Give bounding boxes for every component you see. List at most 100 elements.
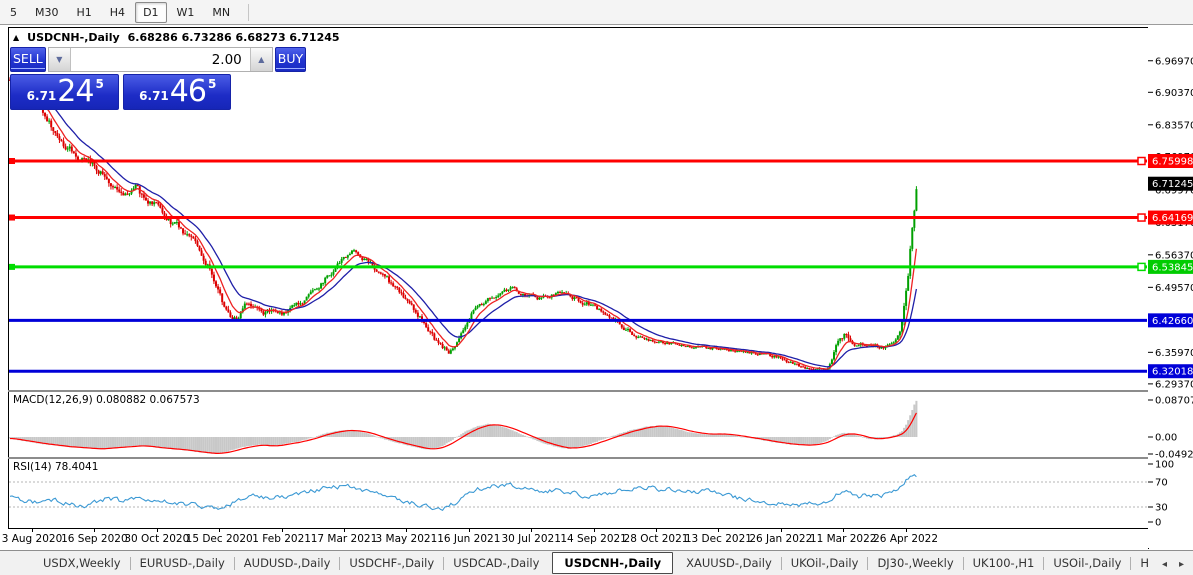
buy-price-big-digits: 46 <box>169 74 207 109</box>
line-price-label[interactable]: 6.42660 <box>1148 313 1193 328</box>
date-label: 26 Jan 2022 <box>749 533 813 545</box>
macd-panel-canvas[interactable] <box>9 392 1148 457</box>
arrow-up-icon: ▲ <box>258 55 265 64</box>
volume-decrease-button[interactable]: ▼ <box>48 48 71 71</box>
tab-scroll-right-icon[interactable]: ▸ <box>1178 558 1184 570</box>
svg-text:0.00: 0.00 <box>1155 433 1177 444</box>
trade-panel-top-row: SELL ▼ ▲ BUY <box>10 47 307 72</box>
chart-title: ▲ USDCNH-,Daily 6.68286 6.73286 6.68273 … <box>13 31 340 44</box>
line-price-label[interactable]: 6.64169 <box>1148 210 1193 225</box>
date-tick <box>780 529 782 532</box>
svg-text:6.56370: 6.56370 <box>1155 250 1193 261</box>
volume-spinner: ▼ ▲ <box>47 47 273 72</box>
date-tick <box>156 529 158 532</box>
date-label: 1 Feb 2021 <box>252 533 311 545</box>
chart-tab-uk100-h1[interactable]: UK100-,H1 <box>972 556 1035 570</box>
price-chart-canvas[interactable] <box>9 27 1148 390</box>
line-handle-left[interactable] <box>9 158 15 164</box>
current-price-label[interactable]: 6.71245 <box>1148 176 1193 191</box>
horizontal-line[interactable] <box>9 213 1147 222</box>
tab-scroll-left-icon[interactable]: ◂ <box>1161 558 1167 570</box>
date-tick <box>718 529 720 532</box>
chart-tab-usdchf-daily[interactable]: USDCHF-,Daily <box>349 556 435 570</box>
volume-input[interactable] <box>70 48 250 71</box>
sell-button-label: SELL <box>11 51 45 69</box>
svg-text:6.83570: 6.83570 <box>1155 120 1193 131</box>
panel-separator-rsi[interactable] <box>8 457 1149 459</box>
line-handle-right[interactable] <box>1137 213 1146 222</box>
ohlc-values: 6.68286 6.73286 6.68273 6.71245 <box>127 31 340 44</box>
buy-price-display[interactable]: 6.71 46 5 <box>122 74 231 110</box>
price-axis[interactable]: 6.969706.903706.835706.769706.699706.631… <box>1148 27 1193 548</box>
date-label: 3 May 2021 <box>375 533 438 545</box>
line-handle-right[interactable] <box>1137 262 1146 272</box>
line-price-label[interactable]: 6.32018 <box>1148 364 1193 379</box>
date-tick <box>32 529 33 532</box>
tab-separator <box>867 556 869 570</box>
horizontal-line[interactable] <box>9 262 1147 272</box>
collapse-arrow-icon[interactable]: ▲ <box>13 33 20 42</box>
chart-border-left <box>8 27 9 529</box>
timeframe-button-mn[interactable]: MN <box>212 5 231 19</box>
timeframe-toolbar: 5 M30 H1 H4 D1 W1 MN <box>0 0 1193 25</box>
line-handle-right[interactable] <box>1137 156 1146 166</box>
tab-separator <box>443 556 445 570</box>
svg-text:6.42660: 6.42660 <box>1152 316 1193 327</box>
chart-tab-dj30-weekly[interactable]: DJ30-,Weekly <box>877 556 954 570</box>
line-price-label[interactable]: 6.75998 <box>1148 154 1193 168</box>
line-price-label[interactable]: 6.53845 <box>1148 259 1193 274</box>
sell-button[interactable]: SELL <box>10 47 46 72</box>
chart-tab-usdx-weekly[interactable]: USDX,Weekly <box>43 556 121 570</box>
svg-text:6.35970: 6.35970 <box>1155 348 1193 359</box>
one-click-trading-panel: SELL ▼ ▲ BUY 6.71 24 5 6.71 <box>10 47 307 110</box>
tab-separator <box>1043 556 1045 570</box>
date-tick <box>281 529 283 532</box>
chart-tab-usoil-daily[interactable]: USOil-,Daily <box>1053 556 1122 570</box>
date-label: 30 Oct 2020 <box>124 533 190 545</box>
date-label: 26 Apr 2022 <box>873 533 939 545</box>
line-handle-left[interactable] <box>9 214 15 221</box>
time-axis[interactable]: 3 Aug 2020 16 Sep 2020 30 Oct 2020 15 Dec 2… <box>0 529 1193 549</box>
buy-button[interactable]: BUY <box>274 47 307 72</box>
timeframe-button-h4[interactable]: H4 <box>109 5 126 19</box>
sell-price-prefix: 6.71 <box>26 89 57 103</box>
date-label: 14 Sep 2021 <box>560 533 627 545</box>
date-tick <box>468 529 470 532</box>
chart-tab-xauusd-daily[interactable]: XAUUSD-,Daily <box>686 556 772 570</box>
svg-text:6.49570: 6.49570 <box>1155 283 1193 294</box>
chart-tab-usdcad-daily[interactable]: USDCAD-,Daily <box>453 556 540 570</box>
rsi-axis-labels: 100 70 30 0 <box>1148 460 1174 529</box>
chart-tab-audusd-daily[interactable]: AUDUSD-,Daily <box>243 556 331 570</box>
rsi-panel-canvas[interactable] <box>9 459 1148 528</box>
trade-panel-price-row: 6.71 24 5 6.71 46 5 <box>10 74 231 110</box>
chart-tab-ukoil-daily[interactable]: UKOil-,Daily <box>790 556 859 570</box>
timeframe-button-m30[interactable]: M30 <box>35 5 59 19</box>
timeframe-button-5[interactable]: 5 <box>10 5 17 19</box>
volume-increase-button[interactable]: ▲ <box>249 48 272 71</box>
date-label: 11 Mar 2022 <box>809 533 877 545</box>
symbol-period-label: USDCNH-,Daily <box>27 31 120 44</box>
svg-text:6.64169: 6.64169 <box>1152 213 1193 224</box>
line-handle-left[interactable] <box>9 263 15 270</box>
sell-price-display[interactable]: 6.71 24 5 <box>10 74 119 110</box>
date-label: 16 Jun 2021 <box>437 533 501 545</box>
timeframe-button-w1[interactable]: W1 <box>176 5 195 19</box>
svg-text:70: 70 <box>1155 478 1168 489</box>
date-tick <box>219 529 221 532</box>
date-label: 13 Dec 2021 <box>684 533 752 545</box>
timeframe-button-d1[interactable]: D1 <box>135 1 167 23</box>
sell-price-big-digits: 24 <box>57 74 94 109</box>
date-tick <box>406 529 408 532</box>
macd-signal-line <box>9 412 917 454</box>
timeframe-button-h1[interactable]: H1 <box>76 5 92 19</box>
chart-tab-eurusd-daily[interactable]: EURUSD-,Daily <box>139 556 225 570</box>
panel-separator-macd[interactable] <box>8 390 1149 392</box>
svg-text:0.087078: 0.087078 <box>1155 395 1193 406</box>
horizontal-line[interactable] <box>9 156 1147 166</box>
svg-text:6.29370: 6.29370 <box>1155 379 1193 390</box>
candles-group <box>9 77 918 372</box>
svg-text:0: 0 <box>1155 518 1161 529</box>
tab-separator <box>1130 556 1132 570</box>
svg-text:6.32018: 6.32018 <box>1152 367 1193 378</box>
chart-tab-usdcnh-daily[interactable]: USDCNH-,Daily <box>552 552 674 574</box>
